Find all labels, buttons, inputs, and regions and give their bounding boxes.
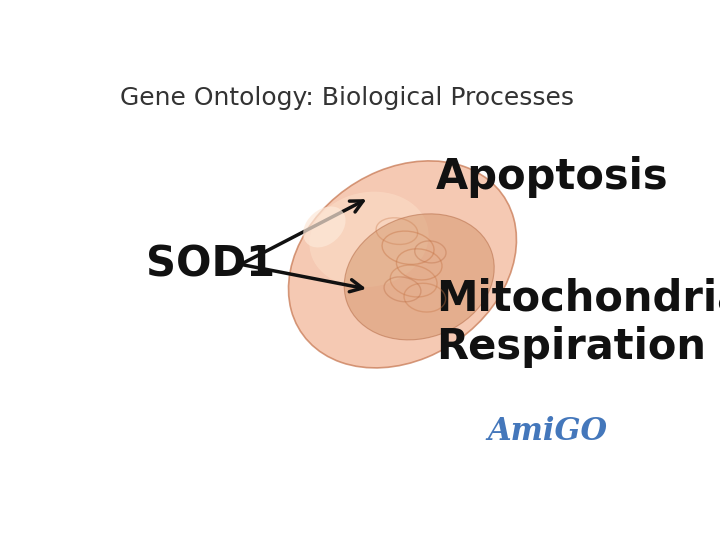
Ellipse shape: [289, 161, 516, 368]
Ellipse shape: [310, 192, 428, 287]
Text: Gene Ontology: Biological Processes: Gene Ontology: Biological Processes: [120, 85, 574, 110]
Ellipse shape: [303, 206, 346, 247]
Text: AmiGO: AmiGO: [487, 416, 608, 447]
Text: Apoptosis: Apoptosis: [436, 156, 669, 198]
Ellipse shape: [344, 214, 494, 340]
Text: SOD1: SOD1: [145, 244, 275, 285]
Text: Mitochondrial
Respiration: Mitochondrial Respiration: [436, 278, 720, 368]
